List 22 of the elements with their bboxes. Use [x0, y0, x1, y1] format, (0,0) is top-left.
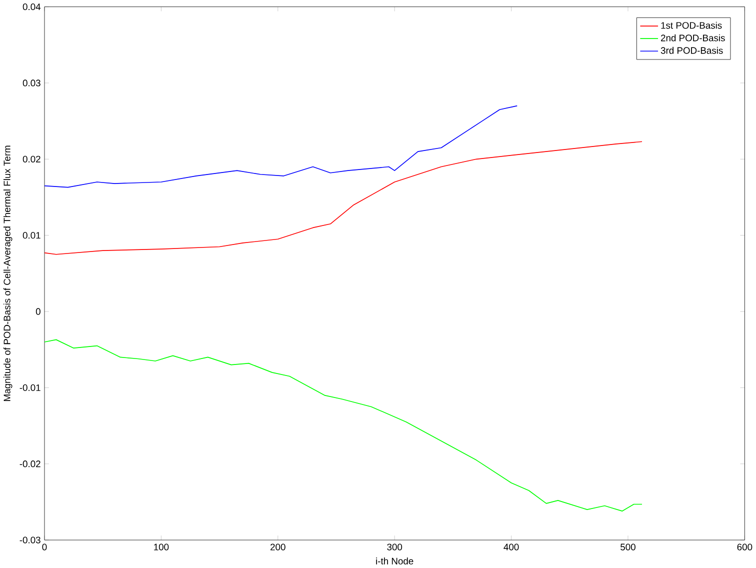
y-tick-label: 0.03: [22, 80, 40, 86]
x-tick-label: 400: [504, 544, 519, 550]
y-axis-title: Magnitude of POD-Basis of Cell-Averaged Thermal Flux Term: [3, 146, 12, 402]
y-tick-label: 0.01: [22, 232, 40, 239]
x-tick-label: 500: [620, 544, 636, 550]
y-tick-label: -0.02: [20, 460, 40, 468]
y-tick-label: 0: [36, 308, 40, 315]
x-tick-label: 600: [737, 544, 752, 550]
x-tick-label: 300: [387, 544, 402, 550]
x-tick-label: 200: [270, 544, 286, 550]
line-series: [44, 339, 642, 512]
line-series: [44, 105, 518, 188]
y-tick-label: -0.03: [20, 536, 40, 544]
legend-label: 2nd POD-Basis: [661, 34, 725, 42]
x-tick-label: 0: [42, 544, 47, 550]
y-tick-label: 0.04: [22, 4, 41, 10]
x-tick-label: 100: [154, 544, 169, 550]
legend-label: 1st POD-Basis: [661, 22, 722, 29]
y-tick-label: 0.02: [22, 156, 40, 163]
legend-label: 3rd POD-Basis: [660, 46, 723, 54]
x-axis-title: i-th Node: [376, 558, 414, 564]
y-tick-label: -0.01: [20, 384, 40, 392]
